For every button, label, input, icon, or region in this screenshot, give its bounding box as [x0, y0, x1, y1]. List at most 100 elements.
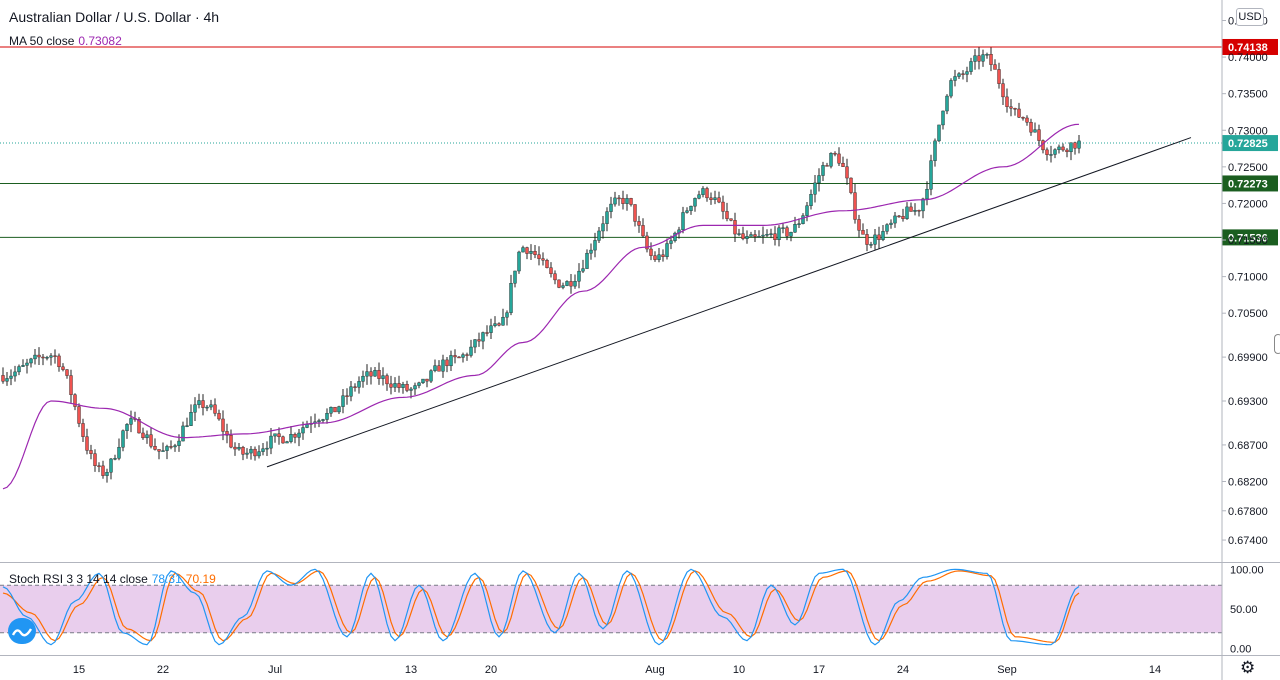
candle-down [61, 366, 65, 370]
x-tick-label: 15 [73, 664, 85, 676]
candle-up [561, 285, 565, 288]
candle-down [833, 152, 837, 155]
candle-up [1069, 142, 1073, 153]
stoch-d-line [2, 570, 1080, 643]
candle-down [845, 166, 849, 179]
candle-up [413, 385, 417, 390]
candle-down [1, 375, 5, 382]
candle-up [689, 205, 693, 211]
candle-up [433, 365, 437, 371]
candle-down [549, 267, 553, 274]
ma-legend-value: 0.73082 [78, 34, 122, 48]
candle-down [1005, 96, 1009, 107]
scale-drag-handle[interactable] [1274, 334, 1280, 354]
candle-up [937, 124, 941, 142]
candle-down [877, 234, 881, 240]
candle-up [245, 452, 249, 455]
candle-down [389, 383, 393, 388]
candle-down [1025, 117, 1029, 123]
y-tick-label: 0.71500 [1228, 235, 1268, 247]
x-tick-label: Aug [645, 664, 665, 676]
candle-up [105, 472, 109, 476]
candle-down [825, 165, 829, 167]
ma-legend-label: MA 50 close [9, 34, 75, 48]
candle-up [517, 251, 521, 272]
candle-up [801, 215, 805, 224]
candle-down [1021, 117, 1025, 119]
stoch-d-value: 70.19 [185, 572, 216, 586]
candle-up [761, 234, 765, 237]
candle-down [849, 177, 853, 193]
candle-down [901, 215, 905, 219]
candle-down [445, 359, 449, 367]
candle-up [461, 354, 465, 358]
candle-up [921, 198, 925, 212]
candle-down [897, 215, 901, 218]
candle-down [241, 447, 245, 455]
candle-up [17, 366, 21, 373]
candle-down [541, 258, 545, 261]
stoch-k-line [2, 568, 1080, 646]
candle-up [1033, 129, 1037, 133]
candle-up [189, 412, 193, 426]
candle-up [473, 339, 477, 348]
candle-down [645, 235, 649, 250]
candle-up [609, 203, 613, 212]
candle-up [121, 430, 125, 448]
candle-up [441, 359, 445, 372]
candle-down [909, 206, 913, 212]
candle-down [65, 369, 69, 376]
candle-up [317, 420, 321, 423]
candle-down [149, 434, 153, 447]
candle-down [169, 446, 173, 448]
candle-up [665, 243, 669, 257]
candle-down [841, 163, 845, 167]
y-tick-label: 0.72500 [1228, 162, 1268, 174]
candle-down [353, 386, 357, 388]
stoch-legend[interactable]: Stoch RSI 3 3 14 14 close 78.31 70.19 [9, 572, 216, 586]
candle-up [49, 355, 53, 358]
currency-button[interactable]: USD [1236, 8, 1264, 26]
candle-down [525, 247, 529, 254]
candle-down [993, 64, 997, 70]
y-tick-label: 0.68700 [1228, 440, 1268, 452]
candle-down [1037, 129, 1041, 141]
candle-down [1001, 83, 1005, 98]
y-tick-label: 0.73000 [1228, 125, 1268, 137]
candle-up [817, 175, 821, 184]
candle-up [193, 404, 197, 413]
trend-layer [266, 137, 1192, 468]
candle-up [757, 236, 761, 238]
ma-legend[interactable]: MA 50 close 0.73082 [9, 34, 122, 48]
candle-down [81, 423, 85, 437]
candle-up [29, 358, 33, 364]
candle-down [369, 371, 373, 377]
candle-down [53, 355, 57, 357]
level-price-tag [1222, 38, 1278, 55]
candle-down [73, 394, 77, 407]
candle-down [853, 192, 857, 220]
candle-up [953, 76, 957, 81]
candle-down [437, 365, 441, 372]
candle-up [813, 182, 817, 195]
candle-up [449, 355, 453, 367]
candle-down [485, 332, 489, 334]
candle-up [681, 212, 685, 231]
candle-up [113, 458, 117, 460]
tradingview-logo-icon[interactable] [8, 618, 36, 644]
candle-up [381, 375, 385, 379]
candle-up [185, 425, 189, 427]
candle-down [553, 273, 557, 281]
stoch-band [0, 585, 1222, 633]
candle-up [117, 447, 121, 459]
stoch-tick-label: 50.00 [1230, 604, 1258, 616]
candle-down [385, 375, 389, 385]
candle-up [905, 206, 909, 219]
gear-icon[interactable]: ⚙ [1240, 658, 1256, 677]
level-price-label: 0.74138 [1228, 42, 1268, 54]
candle-up [265, 447, 269, 450]
candle-down [997, 69, 1001, 84]
candle-down [705, 188, 709, 199]
